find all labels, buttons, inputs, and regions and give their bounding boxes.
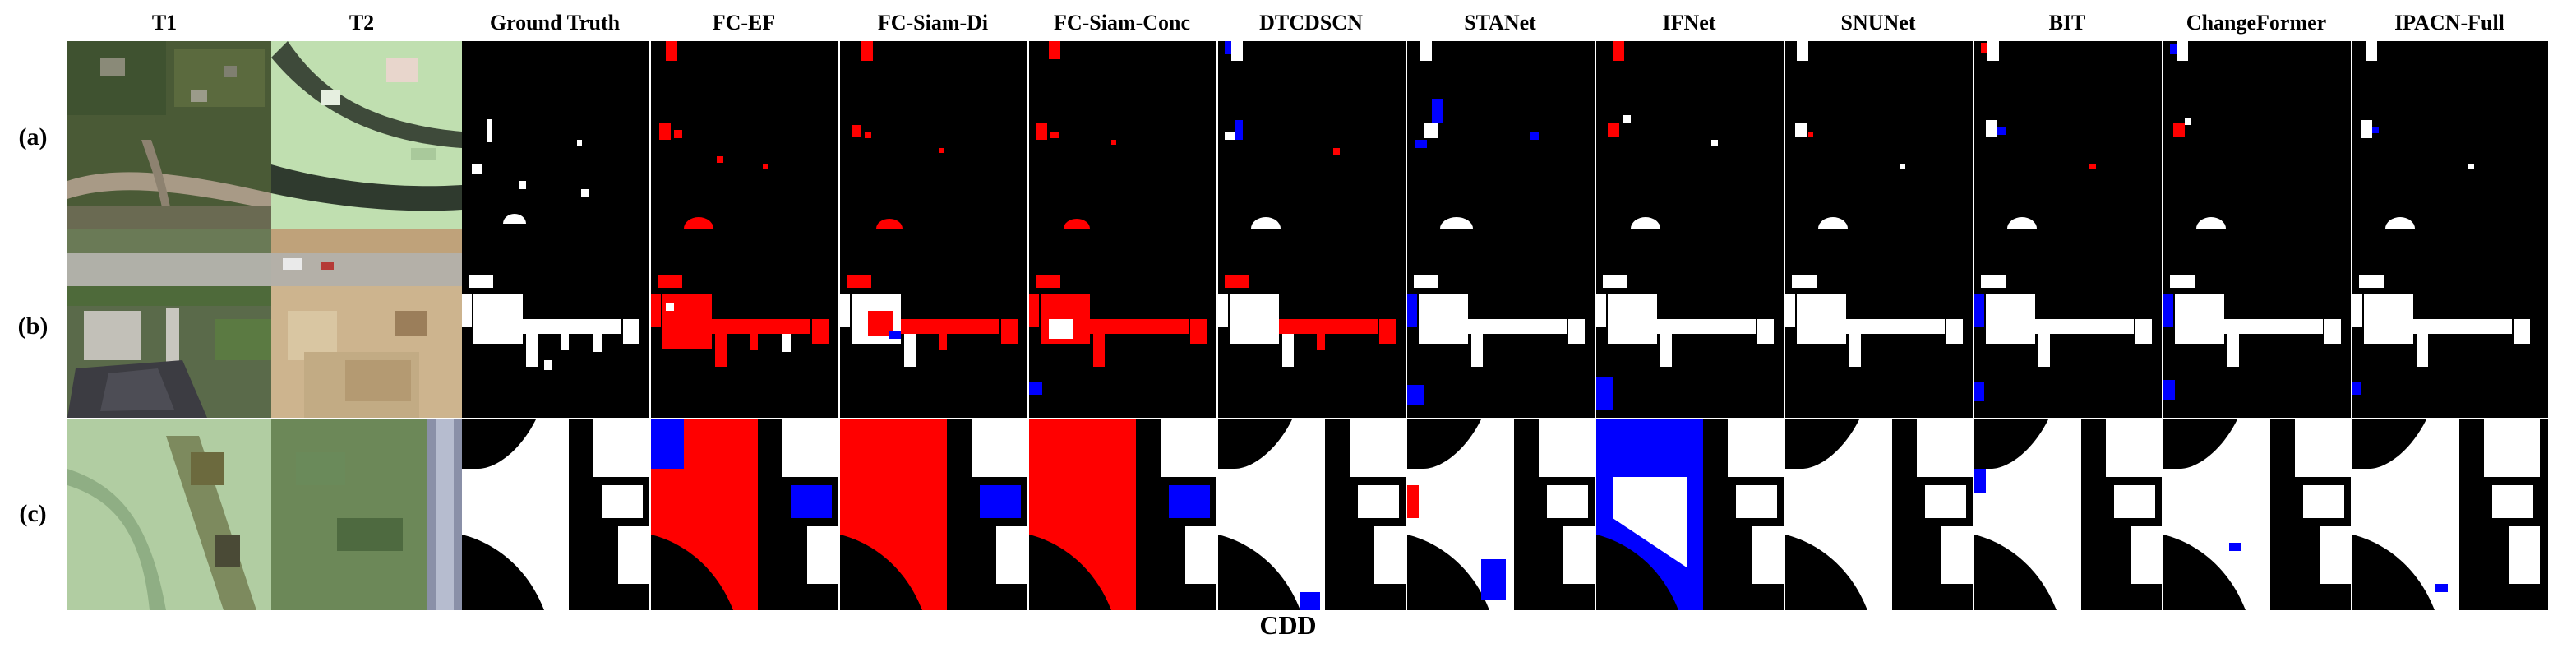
mask-b-dtcdscn: [1218, 229, 1406, 418]
mask-c-changeformer: [2163, 419, 2351, 610]
image-b-t1: [67, 229, 271, 418]
mask-b-stanet: [1407, 229, 1595, 418]
mask-a-changeformer: [2163, 41, 2351, 229]
mask-c-dtcdscn: [1218, 419, 1406, 610]
mask-a-ipacn-full: [2352, 41, 2548, 229]
column-header-t2: T2: [349, 11, 375, 35]
image-b-t2: [271, 229, 462, 418]
mask-a-ifnet: [1596, 41, 1784, 229]
image-c-t1: [67, 419, 271, 610]
mask-c-fc-ef: [651, 419, 838, 610]
mask-b-fc-ef: [651, 229, 838, 418]
mask-c-ipacn-full: [2352, 419, 2548, 610]
column-header-ground-truth: Ground Truth: [489, 11, 621, 35]
mask-c-stanet: [1407, 419, 1595, 610]
mask-a-ground-truth: [462, 41, 649, 229]
column-header-dtcdscn: DTCDSCN: [1259, 11, 1363, 35]
image-a-t1: [67, 41, 271, 229]
mask-b-bit: [1974, 229, 2162, 418]
mask-a-fc-siam-di: [840, 41, 1027, 229]
mask-b-fc-siam-di: [840, 229, 1027, 418]
mask-b-ipacn-full: [2352, 229, 2548, 418]
column-header-snunet: SNUNet: [1840, 11, 1916, 35]
column-header-fc-siam-conc: FC-Siam-Conc: [1053, 11, 1191, 35]
column-header-bit: BIT: [2048, 11, 2086, 35]
mask-c-fc-siam-di: [840, 419, 1027, 610]
mask-b-ground-truth: [462, 229, 649, 418]
mask-a-bit: [1974, 41, 2162, 229]
column-header-changeformer: ChangeFormer: [2186, 11, 2327, 35]
mask-a-fc-ef: [651, 41, 838, 229]
mask-c-snunet: [1785, 419, 1973, 610]
mask-c-bit: [1974, 419, 2162, 610]
mask-a-snunet: [1785, 41, 1973, 229]
row-label-c: (c): [19, 500, 47, 527]
column-header-ifnet: IFNet: [1662, 11, 1716, 35]
column-header-stanet: STANet: [1464, 11, 1536, 35]
image-a-t2: [271, 41, 462, 229]
mask-a-stanet: [1407, 41, 1595, 229]
mask-c-ground-truth: [462, 419, 649, 610]
mask-b-changeformer: [2163, 229, 2351, 418]
mask-c-fc-siam-conc: [1029, 419, 1216, 610]
figure-caption: CDD: [1259, 610, 1317, 640]
mask-a-dtcdscn: [1218, 41, 1406, 229]
mask-b-fc-siam-conc: [1029, 229, 1216, 418]
mask-c-ifnet: [1596, 419, 1784, 610]
column-header-fc-ef: FC-EF: [712, 11, 776, 35]
mask-a-fc-siam-conc: [1029, 41, 1216, 229]
row-label-b: (b): [17, 312, 48, 340]
mask-b-ifnet: [1596, 229, 1784, 418]
image-c-t2: [271, 419, 462, 610]
column-header-t1: T1: [151, 11, 178, 35]
column-header-ipacn-full: IPACN-Full: [2394, 11, 2504, 35]
row-label-a: (a): [18, 123, 48, 150]
mask-b-snunet: [1785, 229, 1973, 418]
column-header-fc-siam-di: FC-Siam-Di: [877, 11, 989, 35]
